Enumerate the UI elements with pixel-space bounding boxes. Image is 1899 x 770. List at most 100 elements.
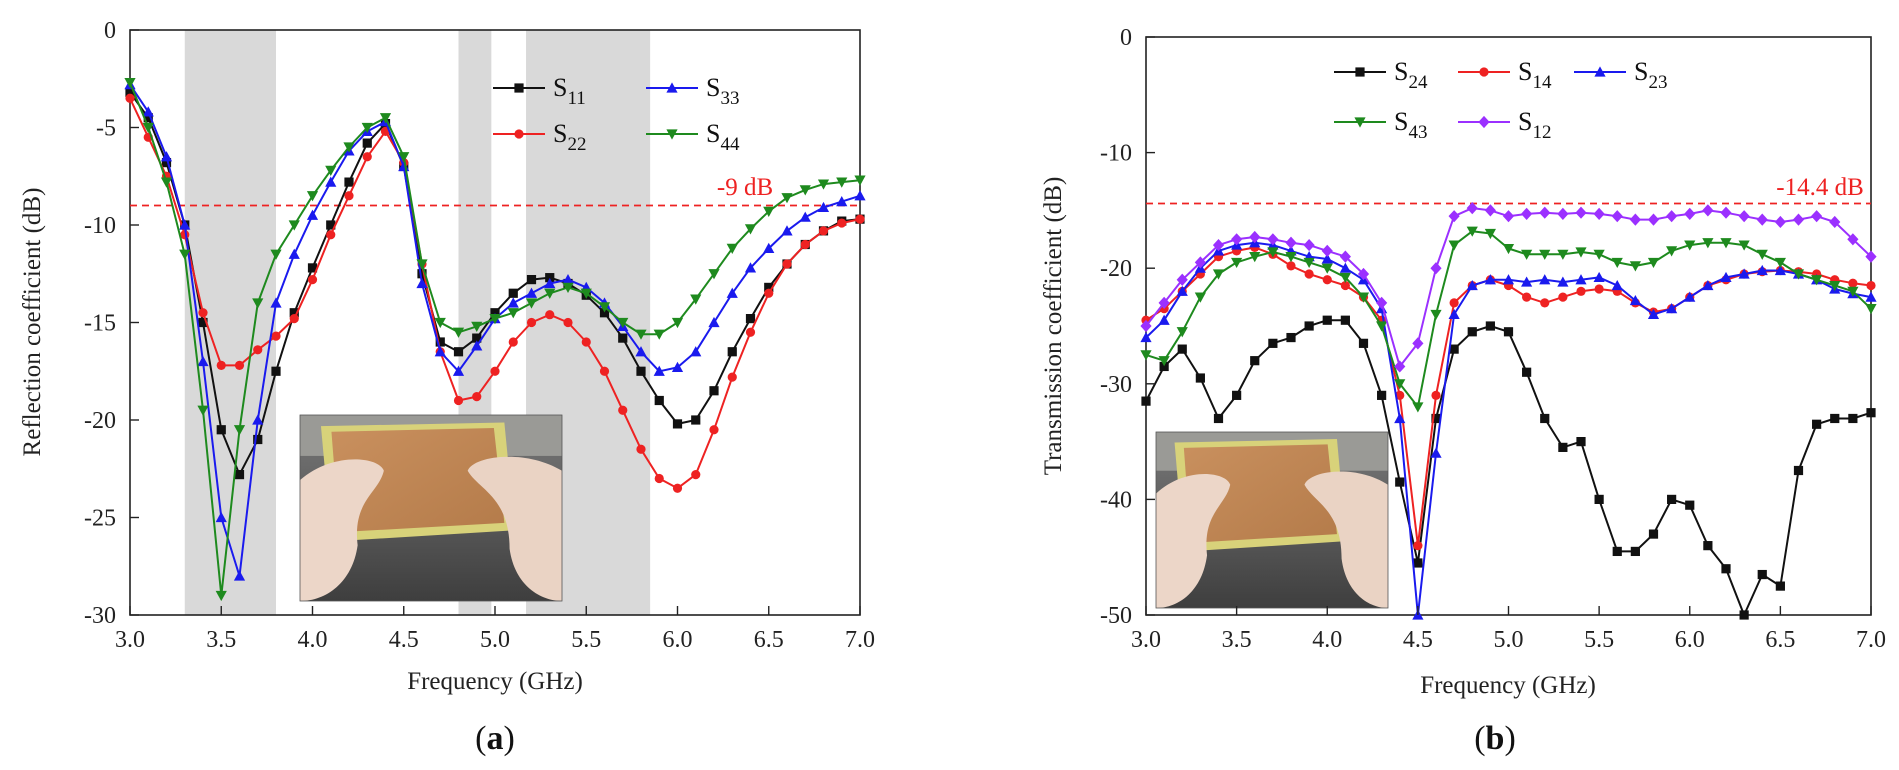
- data-point: [653, 329, 665, 340]
- data-point: [1865, 304, 1877, 315]
- y-axis-label: Transmission coefficient (dB): [1040, 177, 1067, 476]
- data-point: [1212, 238, 1225, 252]
- data-point: [489, 314, 501, 325]
- data-point: [416, 277, 428, 289]
- data-point: [1141, 396, 1151, 406]
- data-point: [1575, 274, 1587, 285]
- x-tick-label: 7.0: [1856, 627, 1886, 653]
- data-point: [1449, 298, 1459, 308]
- data-point: [1212, 269, 1225, 280]
- legend-item-S43: S43: [1334, 107, 1427, 143]
- data-point: [1430, 309, 1442, 321]
- legend-item-S33: S33: [646, 73, 739, 109]
- data-point: [1865, 291, 1877, 302]
- data-point: [1394, 360, 1406, 373]
- data-point: [764, 282, 774, 292]
- data-point: [179, 249, 191, 260]
- data-point: [1522, 367, 1532, 377]
- data-point: [581, 337, 591, 347]
- data-point: [1322, 315, 1332, 325]
- data-point: [143, 113, 153, 123]
- data-point: [744, 224, 757, 235]
- data-point: [691, 415, 701, 425]
- x-tick-label: 6.5: [1765, 627, 1795, 653]
- data-point: [197, 355, 209, 367]
- data-point: [1503, 327, 1514, 337]
- y-tick-label: -5: [96, 116, 116, 142]
- data-point: [1176, 285, 1188, 296]
- y-tick-label: 0: [104, 18, 116, 44]
- data-point: [1629, 213, 1641, 226]
- data-point: [1593, 249, 1605, 260]
- data-point: [216, 360, 226, 370]
- data-point: [1321, 253, 1333, 264]
- data-point: [289, 314, 299, 324]
- x-tick-label: 4.0: [1312, 627, 1342, 653]
- data-point: [1775, 581, 1785, 591]
- data-point: [1630, 546, 1640, 557]
- data-point: [124, 78, 136, 89]
- data-point: [818, 226, 829, 236]
- data-point: [1738, 240, 1750, 251]
- data-point: [636, 444, 646, 454]
- photo-inset-a: [299, 414, 563, 602]
- legend-marker: [1355, 67, 1365, 77]
- data-point: [216, 425, 226, 435]
- data-point: [198, 308, 208, 318]
- data-point: [288, 220, 300, 231]
- data-point: [1466, 279, 1478, 291]
- data-point: [580, 288, 592, 299]
- data-point: [344, 177, 354, 187]
- data-point: [617, 317, 629, 329]
- data-point: [635, 329, 647, 340]
- data-point: [288, 248, 300, 259]
- y-tick-label: -10: [1100, 141, 1132, 167]
- data-point: [125, 87, 135, 97]
- data-point: [306, 191, 319, 202]
- data-point: [1502, 243, 1515, 255]
- legend-marker: [514, 83, 524, 93]
- data-point: [271, 366, 281, 376]
- data-point: [270, 249, 282, 260]
- data-point: [709, 386, 719, 396]
- y-tick-label: -30: [1100, 372, 1132, 398]
- data-point: [745, 314, 756, 324]
- data-point: [1575, 206, 1587, 219]
- legend-marker: [1478, 115, 1490, 129]
- data-point: [1195, 373, 1205, 383]
- data-point: [1413, 558, 1423, 568]
- data-point: [344, 191, 354, 201]
- x-tick-label: 3.5: [1222, 627, 1252, 653]
- data-point: [490, 308, 500, 318]
- data-point: [1340, 280, 1350, 291]
- data-point: [1540, 298, 1550, 308]
- data-point: [325, 165, 337, 176]
- data-point: [234, 470, 245, 480]
- data-point: [1232, 390, 1242, 400]
- x-tick-label: 6.0: [663, 627, 693, 653]
- y-tick-label: -15: [84, 311, 116, 337]
- data-point: [1629, 261, 1641, 272]
- data-point: [1249, 252, 1261, 263]
- data-point: [763, 206, 775, 217]
- data-point: [727, 372, 737, 382]
- legend-marker: [666, 129, 678, 140]
- y-tick-label: -20: [1100, 256, 1132, 282]
- data-point: [1594, 494, 1604, 504]
- data-point: [1647, 308, 1660, 320]
- data-point: [452, 365, 465, 376]
- data-point: [1576, 437, 1586, 447]
- data-point: [1594, 284, 1604, 294]
- data-point: [1176, 327, 1188, 338]
- y-tick-label: -30: [84, 603, 116, 629]
- data-point: [1593, 207, 1605, 220]
- data-point: [1792, 269, 1805, 280]
- data-point: [1611, 279, 1623, 291]
- data-point: [671, 317, 684, 329]
- data-point: [1376, 321, 1388, 332]
- data-point: [472, 333, 482, 343]
- data-point: [1158, 296, 1170, 309]
- data-point: [800, 239, 810, 250]
- data-point: [1558, 442, 1568, 452]
- data-point: [1304, 269, 1314, 279]
